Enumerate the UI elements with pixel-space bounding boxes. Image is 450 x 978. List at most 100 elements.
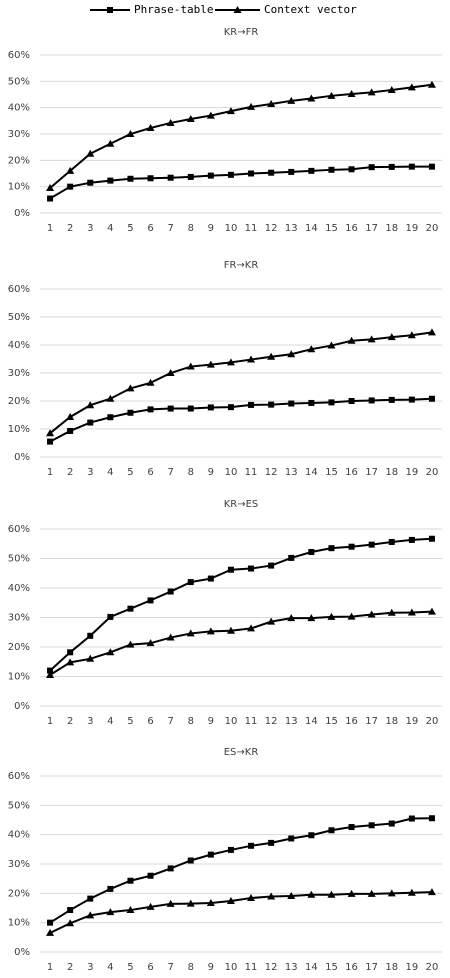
chart-title: KR→ES — [224, 499, 259, 510]
x-tick-label: 6 — [147, 716, 153, 727]
point — [347, 612, 356, 620]
point — [307, 345, 316, 353]
point — [126, 640, 135, 648]
y-tick-label: 20% — [8, 642, 30, 653]
x-tick-label: 7 — [167, 962, 173, 973]
point — [328, 545, 335, 552]
point — [327, 341, 336, 349]
x-tick-label: 8 — [188, 962, 194, 973]
x-tick-label: 19 — [405, 962, 418, 973]
point — [367, 610, 376, 618]
point — [268, 839, 275, 846]
point — [86, 654, 95, 662]
x-tick-label: 1 — [47, 962, 53, 973]
point — [227, 171, 234, 178]
point — [186, 114, 195, 122]
point — [247, 355, 256, 363]
point — [187, 405, 194, 412]
point — [267, 617, 276, 625]
point — [307, 614, 316, 622]
x-tick-label: 20 — [426, 467, 439, 478]
point — [307, 890, 316, 898]
x-tick-label: 19 — [405, 223, 418, 234]
x-tick-label: 18 — [385, 962, 398, 973]
y-tick-label: 50% — [8, 554, 30, 565]
y-tick-label: 30% — [8, 368, 30, 379]
point — [348, 824, 355, 831]
point — [368, 822, 375, 829]
point — [247, 894, 256, 902]
x-tick-label: 20 — [426, 716, 439, 727]
point — [107, 885, 114, 892]
point — [47, 919, 54, 926]
point — [86, 401, 95, 409]
x-tick-label: 5 — [127, 467, 133, 478]
legend-marker — [107, 7, 113, 13]
point — [107, 414, 114, 421]
x-tick-label: 19 — [405, 467, 418, 478]
point — [67, 907, 74, 914]
x-tick-label: 12 — [265, 467, 278, 478]
point — [308, 167, 315, 174]
x-tick-label: 5 — [127, 962, 133, 973]
x-tick-label: 5 — [127, 223, 133, 234]
x-tick-label: 12 — [265, 223, 278, 234]
x-tick-label: 15 — [325, 467, 338, 478]
x-tick-label: 11 — [245, 223, 258, 234]
y-tick-label: 0% — [14, 947, 30, 958]
x-tick-label: 13 — [285, 223, 298, 234]
x-tick-label: 3 — [87, 223, 93, 234]
point — [166, 369, 175, 376]
point — [347, 89, 356, 97]
y-tick-label: 40% — [8, 583, 30, 594]
point — [328, 166, 335, 173]
point — [227, 566, 234, 573]
point — [428, 163, 435, 170]
point — [147, 597, 154, 604]
y-tick-label: 50% — [8, 800, 30, 811]
y-tick-label: 30% — [8, 613, 30, 624]
point — [127, 409, 134, 416]
x-tick-label: 20 — [426, 962, 439, 973]
point — [387, 333, 396, 341]
point — [86, 149, 95, 157]
point — [206, 111, 215, 119]
point — [126, 130, 135, 137]
point — [348, 398, 355, 404]
point — [267, 892, 276, 900]
series-line — [49, 817, 432, 924]
point — [408, 163, 415, 170]
point — [428, 815, 435, 822]
x-tick-label: 9 — [208, 223, 214, 234]
point — [87, 179, 94, 186]
x-tick-label: 14 — [305, 716, 318, 727]
y-tick-label: 40% — [8, 103, 30, 114]
y-tick-label: 60% — [8, 284, 30, 295]
point — [146, 378, 155, 386]
point — [106, 908, 115, 916]
point — [268, 401, 275, 408]
x-tick-label: 1 — [47, 467, 53, 478]
x-tick-label: 14 — [305, 223, 318, 234]
series-line — [49, 165, 432, 200]
y-tick-label: 60% — [8, 524, 30, 535]
chart-title: ES→KR — [224, 747, 259, 758]
point — [47, 195, 54, 202]
y-tick-label: 10% — [8, 918, 30, 929]
series-line — [49, 891, 432, 934]
point — [427, 888, 436, 896]
point — [166, 633, 175, 641]
x-tick-label: 18 — [385, 223, 398, 234]
point — [407, 83, 416, 91]
point — [47, 667, 54, 674]
point — [46, 928, 55, 936]
point — [107, 177, 114, 184]
point — [427, 328, 436, 336]
y-tick-label: 20% — [8, 888, 30, 899]
point — [287, 614, 296, 622]
point — [248, 401, 255, 408]
point — [66, 658, 75, 666]
legend-label: Context vector — [264, 3, 357, 16]
x-tick-label: 3 — [87, 962, 93, 973]
x-tick-label: 6 — [147, 962, 153, 973]
